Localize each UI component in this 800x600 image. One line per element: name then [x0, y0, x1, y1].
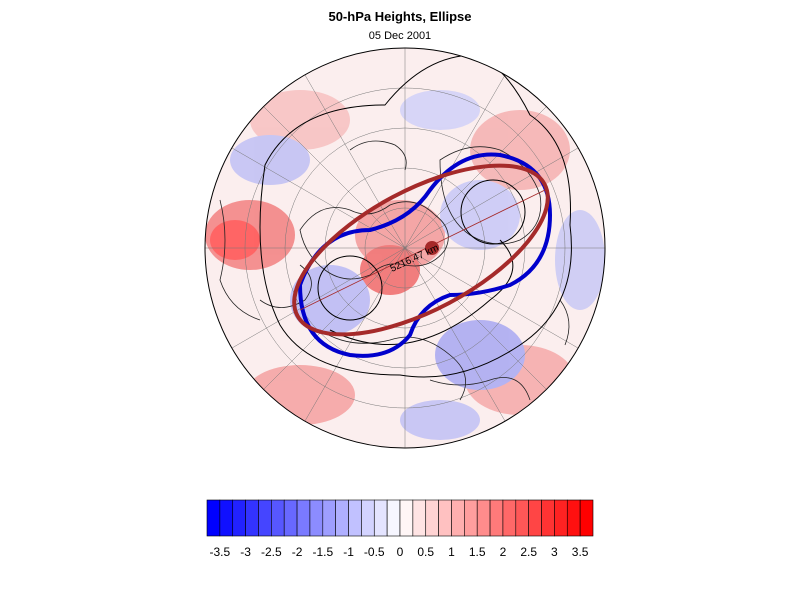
- ellipse-major-axis: [299, 189, 546, 311]
- colorbar-box: [348, 499, 362, 537]
- colorbar-box: [219, 499, 234, 537]
- colorbar-tick-label: 3.5: [571, 545, 589, 559]
- colorbar-box: [373, 499, 388, 537]
- colorbar-tick-label: 0.5: [417, 545, 435, 559]
- map-date: 05 Dec 2001: [368, 30, 432, 42]
- colorbar-box: [489, 499, 504, 537]
- colorbar-boxes: [206, 499, 594, 537]
- colorbar-box: [541, 499, 555, 537]
- colorbar-box: [476, 499, 491, 537]
- colorbar-tick-label: -2.5: [260, 545, 282, 559]
- vortex-contour: [297, 152, 553, 358]
- colorbar-tick-label: 0: [396, 545, 404, 559]
- colorbar-box: [425, 499, 439, 537]
- colorbar-tick-label: -3: [240, 545, 251, 559]
- colorbar-box: [335, 499, 349, 537]
- colorbar-box: [528, 499, 542, 537]
- ellipse-center-marker: [425, 241, 439, 255]
- colorbar-tick-label: 3: [551, 545, 558, 559]
- colorbar-box: [451, 499, 465, 537]
- colorbar-box: [566, 499, 581, 537]
- colorbar-box: [412, 499, 427, 537]
- colorbar-box: [296, 499, 311, 537]
- height-contours: [259, 54, 572, 378]
- globe-outline: [204, 47, 606, 449]
- colorbar-tick-label: 2.5: [520, 545, 537, 559]
- colorbar-box: [502, 499, 517, 537]
- colorbar-box: [322, 499, 336, 537]
- colorbar-box: [309, 499, 324, 537]
- colorbar-box: [464, 499, 478, 537]
- colorbar-box: [271, 499, 285, 537]
- colorbar-box: [206, 499, 221, 537]
- colorbar-box: [579, 499, 594, 537]
- colorbar-box: [245, 499, 259, 537]
- colorbar-tick-label: -0.5: [363, 545, 385, 559]
- colorbar-tick-label: -2: [291, 545, 303, 559]
- colorbar-tick-label: -3.5: [209, 545, 231, 559]
- colorbar-box: [554, 499, 568, 537]
- colorbar-tick-label: -1.5: [312, 545, 334, 559]
- colorbar-tick-label: 1.5: [468, 545, 486, 559]
- graticule: [205, 48, 605, 448]
- colorbar-box: [232, 499, 246, 537]
- colorbar-box: [399, 499, 414, 537]
- colorbar-box: [361, 499, 375, 537]
- anomaly-field: [205, 90, 605, 440]
- colorbar-tick-label: -1: [343, 545, 354, 559]
- fitted-ellipse: [292, 163, 550, 337]
- colorbar-box: [438, 499, 452, 537]
- colorbar-tick-label: 2: [499, 545, 507, 559]
- colorbar-box: [515, 499, 529, 537]
- map-title: 50-hPa Heights, Ellipse: [328, 9, 472, 24]
- colorbar-tick-label: 1: [448, 545, 455, 559]
- colorbar-box: [258, 499, 272, 537]
- colorbar-box: [283, 499, 298, 537]
- colorbar-box: [386, 499, 401, 537]
